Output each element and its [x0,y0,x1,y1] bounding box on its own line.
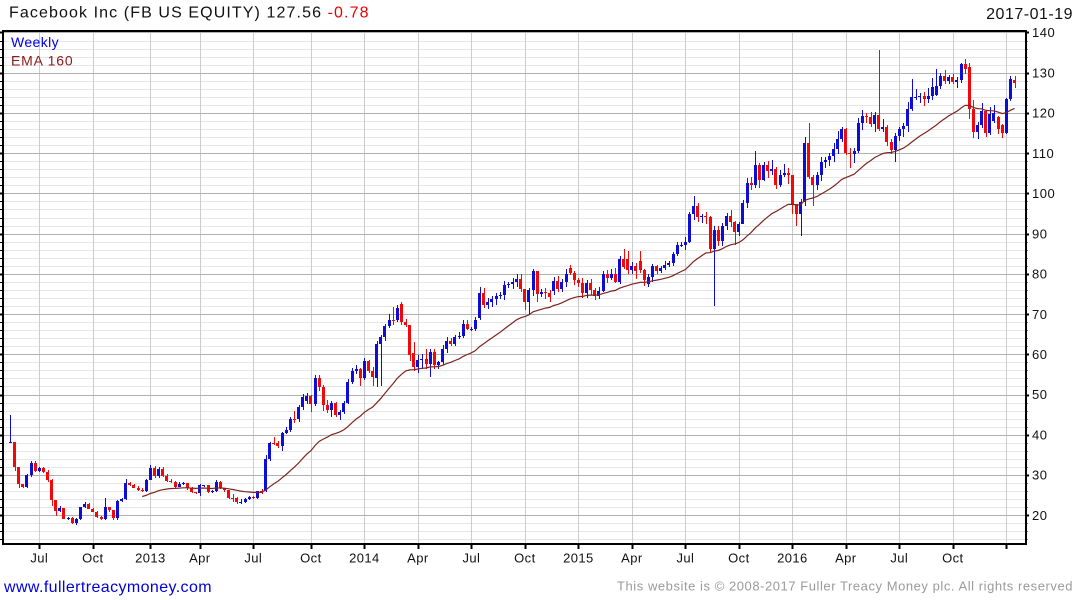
svg-text:110: 110 [1032,146,1054,161]
svg-text:140: 140 [1032,25,1055,40]
svg-text:2014: 2014 [349,551,380,566]
svg-text:2015: 2015 [563,551,594,566]
svg-text:Jul: Jul [676,551,694,566]
svg-text:EMA 160: EMA 160 [11,53,73,69]
svg-text:120: 120 [1032,106,1055,121]
svg-text:Facebook Inc (FB US EQUITY) 12: Facebook Inc (FB US EQUITY) 127.56 -0.78 [9,5,370,22]
svg-text:Oct: Oct [82,551,103,566]
svg-text:Apr: Apr [407,551,429,566]
svg-text:100: 100 [1032,186,1055,201]
svg-text:This website is © 2008-2017 Fu: This website is © 2008-2017 Fuller Treac… [617,579,1073,594]
svg-text:Apr: Apr [835,551,857,566]
svg-text:90: 90 [1032,226,1047,241]
svg-text:20: 20 [1032,508,1047,523]
svg-text:Apr: Apr [621,551,643,566]
svg-text:30: 30 [1032,468,1047,483]
svg-text:Oct: Oct [300,551,321,566]
svg-text:Jul: Jul [244,551,262,566]
svg-text:60: 60 [1032,347,1047,362]
svg-text:40: 40 [1032,427,1047,442]
svg-text:Apr: Apr [189,551,211,566]
svg-text:50: 50 [1032,387,1047,402]
svg-text:80: 80 [1032,267,1047,282]
svg-text:2017-01-19: 2017-01-19 [986,6,1073,23]
svg-text:Oct: Oct [514,551,535,566]
svg-text:130: 130 [1032,65,1055,80]
svg-text:2013: 2013 [135,551,166,566]
svg-text:www.fullertreacymoney.com: www.fullertreacymoney.com [3,579,212,596]
svg-text:Jul: Jul [890,551,908,566]
svg-text:2016: 2016 [777,551,808,566]
svg-text:Jul: Jul [462,551,480,566]
svg-text:70: 70 [1032,307,1047,322]
svg-text:Oct: Oct [728,551,749,566]
svg-text:Oct: Oct [942,551,963,566]
svg-text:Weekly: Weekly [11,34,59,50]
svg-text:Jul: Jul [30,551,48,566]
